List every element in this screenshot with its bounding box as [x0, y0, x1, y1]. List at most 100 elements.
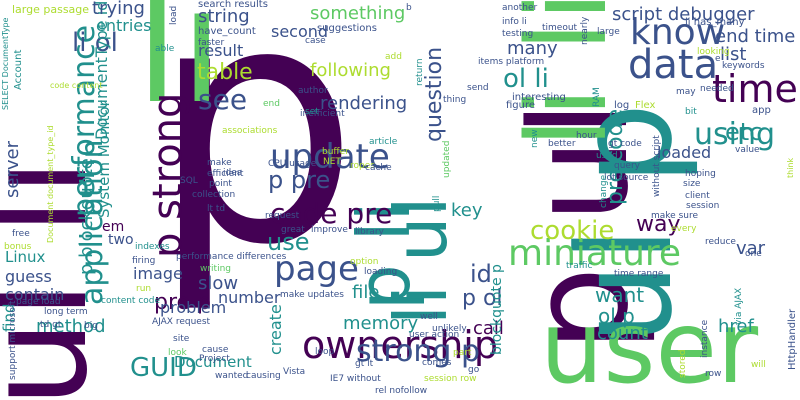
- cloud-word: without script: [652, 135, 662, 197]
- cloud-word: Account: [13, 49, 24, 90]
- cloud-word: search results: [198, 0, 268, 10]
- cloud-word: updated: [442, 140, 452, 178]
- cloud-word: request: [265, 211, 300, 221]
- cloud-word: loaded: [657, 143, 712, 162]
- cloud-word: figure: [506, 100, 536, 111]
- cloud-word: reduce: [705, 237, 736, 247]
- cloud-word: p ol: [462, 286, 503, 311]
- cloud-word: looking: [697, 47, 730, 57]
- cloud-word: bit: [685, 107, 697, 117]
- cloud-word: traffic: [566, 261, 593, 271]
- cloud-word: great: [281, 225, 305, 235]
- cloud-word: AJAX request: [152, 317, 211, 327]
- cloud-word: code content: [50, 81, 103, 90]
- cloud-word: id: [470, 260, 492, 288]
- cloud-word: second: [271, 22, 329, 41]
- cloud-word: send: [467, 83, 489, 93]
- cloud-word: want: [595, 283, 645, 307]
- cloud-word: long term: [44, 307, 88, 317]
- cloud-word: think: [786, 157, 795, 178]
- cloud-word: p pre: [268, 166, 331, 194]
- cloud-word: case: [305, 36, 326, 46]
- cloud-word: entries: [96, 16, 152, 35]
- cloud-word: file: [352, 282, 380, 303]
- cloud-word: article: [369, 137, 398, 147]
- cloud-word: p: [150, 0, 360, 317]
- cloud-word: Project: [199, 354, 230, 364]
- cloud-word: Document: [174, 353, 252, 371]
- cloud-word: have_count: [198, 26, 256, 37]
- cloud-word: server: [2, 141, 23, 198]
- cloud-word: content code: [101, 296, 161, 306]
- cloud-word: strong p: [356, 334, 481, 369]
- cloud-word: testing: [502, 29, 534, 39]
- cloud-word: another: [502, 3, 538, 13]
- cloud-word: performance differences: [176, 252, 287, 262]
- cloud-word: use: [267, 228, 310, 256]
- cloud-word: see: [198, 83, 248, 116]
- cloud-word: row: [705, 369, 722, 379]
- cloud-word: comes: [422, 358, 452, 368]
- cloud-word: many: [507, 38, 558, 59]
- cloud-word: make: [207, 158, 232, 168]
- cloud-word: slow: [198, 273, 239, 294]
- cloud-word: table: [197, 60, 253, 85]
- cloud-word: trying: [92, 0, 145, 19]
- cloud-word: RAM: [592, 87, 602, 107]
- cloud-word: via AJAX: [734, 287, 744, 325]
- cloud-word: hoping: [685, 169, 716, 179]
- cloud-word: li ul: [379, 196, 463, 325]
- cloud-word: inefficient: [300, 109, 345, 119]
- cloud-word: miniature: [508, 233, 682, 274]
- cloud-word: count: [597, 323, 648, 344]
- cloud-word: loading: [364, 267, 398, 277]
- cloud-word: SELECT DocumentType: [1, 17, 10, 110]
- cloud-word: em: [102, 219, 125, 235]
- cloud-word: SQL: [180, 176, 198, 186]
- cloud-word: idea: [223, 168, 243, 178]
- cloud-word: load: [169, 5, 179, 25]
- cloud-word: interesting: [512, 92, 566, 103]
- cloud-word: session: [686, 201, 720, 211]
- cloud-word: rel nofollow: [375, 386, 428, 396]
- cloud-word: hour: [576, 131, 597, 141]
- cloud-word: two: [108, 232, 134, 248]
- cloud-word: guess: [5, 267, 52, 286]
- cloud-word: script debugger: [612, 4, 755, 25]
- cloud-word: set: [305, 107, 319, 117]
- cloud-word: System Monitor: [95, 100, 113, 218]
- cloud-word: app: [752, 105, 771, 116]
- cloud-word: big: [84, 321, 98, 331]
- cloud-word: add: [385, 52, 402, 62]
- cloud-word: blockquote p: [489, 264, 505, 355]
- cloud-word: etc: [725, 118, 763, 146]
- cloud-word: li: [135, 0, 224, 139]
- cloud-word: associations: [222, 126, 278, 136]
- cloud-word: instance: [700, 319, 710, 358]
- cloud-word: change: [599, 174, 609, 208]
- cloud-word: cause: [202, 345, 229, 355]
- cloud-word: may: [676, 87, 696, 97]
- cloud-word: ol p: [598, 304, 635, 328]
- cloud-word: go: [468, 365, 480, 375]
- cloud-word: timeout: [542, 23, 578, 33]
- cloud-word: wanted: [215, 371, 249, 381]
- cloud-word: time range: [614, 269, 664, 279]
- cloud-word: Vista: [283, 367, 306, 377]
- cloud-word: causing: [246, 371, 281, 381]
- cloud-word: e: [715, 54, 721, 64]
- cloud-word: list: [720, 44, 747, 65]
- cloud-word: suggestions: [317, 23, 377, 34]
- cloud-word: writing: [200, 264, 232, 274]
- cloud-word: needed: [700, 84, 734, 94]
- cloud-word: CPU usage: [268, 159, 317, 169]
- cloud-word: large passage: [12, 3, 90, 16]
- cloud-word: stored: [678, 349, 688, 378]
- cloud-word: td gt: [40, 320, 62, 330]
- cloud-word: way: [636, 212, 681, 237]
- cloud-word: p blockquote: [76, 158, 97, 275]
- cloud-word: b: [406, 3, 412, 13]
- cloud-word: Linux: [5, 248, 46, 266]
- cloud-word: lt td: [207, 204, 226, 214]
- cloud-word: thing: [443, 95, 467, 105]
